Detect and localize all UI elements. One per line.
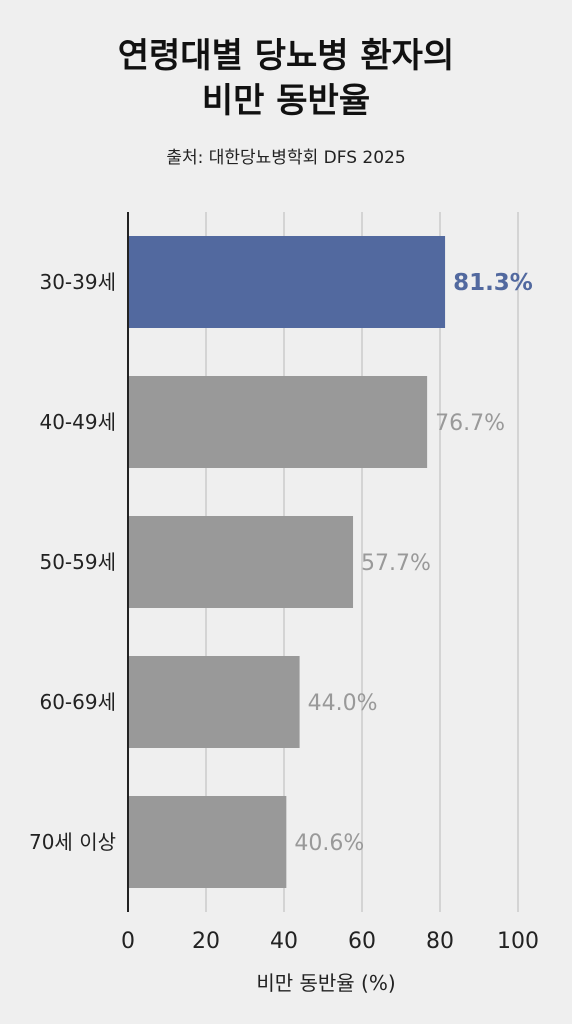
bar <box>128 656 300 748</box>
x-tick-label: 0 <box>121 929 135 954</box>
grid-lines <box>205 212 519 912</box>
y-category-label: 30-39세 <box>39 270 116 294</box>
x-tick-label: 20 <box>192 929 220 954</box>
chart-title: 연령대별 당뇨병 환자의 비만 동반율 <box>0 34 572 124</box>
x-tick-label: 80 <box>426 929 454 954</box>
bars <box>128 236 446 888</box>
y-category-label: 70세 이상 <box>29 830 116 854</box>
y-category-label: 50-59세 <box>39 550 116 574</box>
x-tick-label: 100 <box>497 929 539 954</box>
bar <box>128 516 354 608</box>
bar-value-label: 40.6% <box>294 831 364 856</box>
y-category-label: 60-69세 <box>39 690 116 714</box>
bar <box>128 236 446 328</box>
y-category-label: 40-49세 <box>39 410 116 434</box>
bar-value-label: 76.7% <box>435 411 505 436</box>
chart-subtitle: 출처: 대한당뇨병학회 DFS 2025 <box>166 148 406 168</box>
axes: 0 20 40 60 80 100 30-39세 81.3% 40-49세 76.7% 50-59세… <box>29 212 539 954</box>
bar-value-label: 57.7% <box>361 551 431 576</box>
x-axis-label: 비만 동반율 (%) <box>256 971 395 995</box>
bar-value-label: 81.3% <box>453 270 533 296</box>
x-tick-label: 60 <box>348 929 376 954</box>
chart-title-line-1: 연령대별 당뇨병 환자의 <box>117 36 455 76</box>
x-tick-label: 40 <box>270 929 298 954</box>
bar <box>128 796 287 888</box>
bar-value-label: 44.0% <box>308 691 378 716</box>
chart-title-line-2: 비만 동반율 <box>201 81 371 121</box>
bar <box>128 376 428 468</box>
